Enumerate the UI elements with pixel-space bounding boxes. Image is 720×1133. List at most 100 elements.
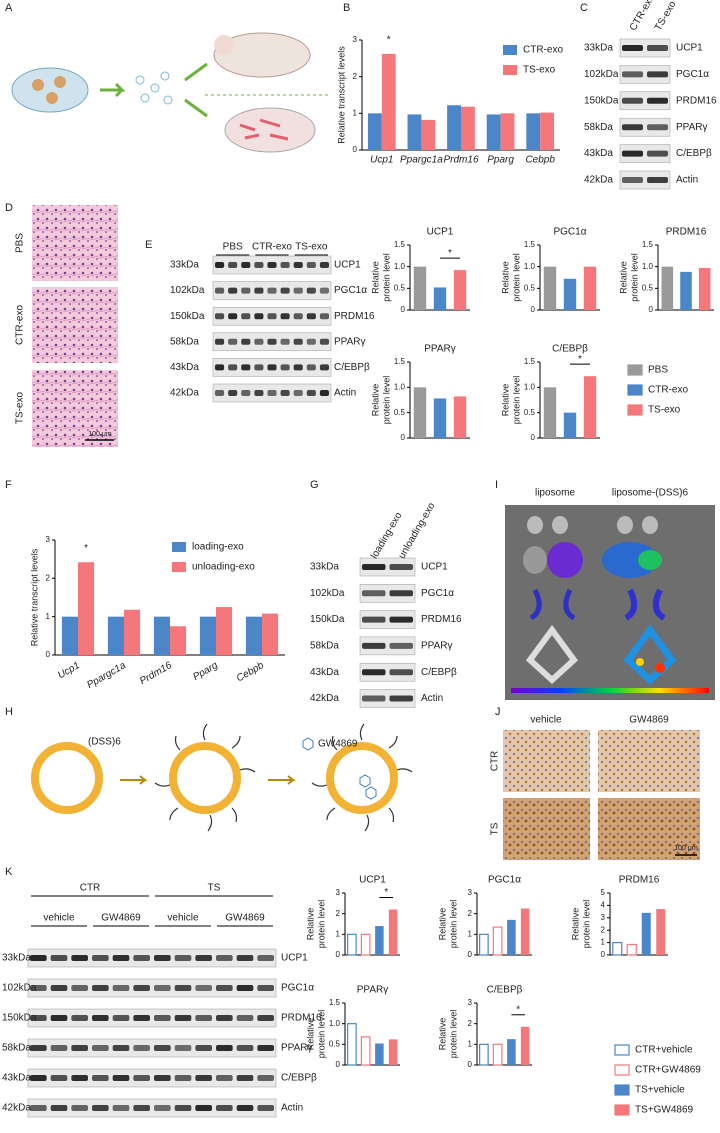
panel-label: E [145,239,152,251]
chart-title: PRDM16 [619,875,660,886]
blot-protein-label: PPARγ [334,336,366,347]
blot-size-label: 150kDa [310,614,345,625]
blot-band [215,364,225,371]
blot-band [30,1045,47,1051]
blot-size-label: 42kDa [2,1103,31,1114]
annotation: * [387,35,391,46]
blot-band [174,1105,192,1111]
x-tick-label: Cebpb [525,155,555,166]
blot-band [622,97,643,104]
blot-band [389,590,413,597]
y-tick-label: 1.0 [524,262,536,271]
blot-protein-label: PRDM16 [676,95,717,106]
blot-subgroup-label: vehicle [43,913,75,924]
blot-band [50,1075,68,1081]
row-label: CTR-exo [15,305,26,345]
y-axis-label: Relative [305,1018,315,1051]
diagram-label: (DSS)6 [88,737,121,748]
bar [367,113,382,150]
bar [375,1043,384,1065]
blot-group-label: PBS [223,242,243,253]
y-tick-label: 1.0 [394,262,406,271]
blot-band [228,364,238,371]
y-axis-label: Relative transcript levels [29,548,39,646]
bar [492,926,503,956]
blot-strip [27,948,277,968]
column-label: GW4869 [629,715,669,726]
chart-title: PGC1α [488,875,521,886]
bar [543,387,557,438]
blot-band [92,985,109,991]
y-tick-label: 3 [468,888,473,897]
blot-band [216,1045,233,1051]
legend-swatch [503,65,517,75]
blot-band [362,564,386,570]
blot-group-label: TS [208,883,221,894]
blot-band [174,1045,192,1051]
blot-band [362,669,386,676]
blot-protein-label: Actin [421,693,443,704]
y-tick-label: 1 [336,929,341,938]
blot-band [228,287,238,294]
y-tick-label: 0.5 [642,283,654,292]
blot-band [280,313,290,320]
bar [433,398,447,438]
blot-band [280,338,290,345]
blot-band [30,985,47,991]
legend-label: TS+vehicle [635,1085,685,1096]
blot-band [236,1015,254,1021]
column-label: vehicle [530,715,562,726]
y-tick-label: 1.5 [642,240,654,249]
y-tick-label: 2 [468,1019,473,1028]
x-tick-label: Prdm16 [138,660,174,687]
blot-band [306,287,316,294]
bar [661,266,674,310]
y-tick-label: 1 [46,612,51,621]
blot-band [254,287,264,294]
blot-band [647,97,668,104]
imaging-image [505,505,715,700]
blot-band [306,364,316,371]
bar [262,613,279,655]
ihc-image [598,798,700,860]
blot-band [319,364,329,371]
bar [61,616,78,655]
blot-band [112,955,130,961]
blot-band [154,1015,171,1021]
blot-protein-label: C/EBPβ [676,148,712,159]
blot-strip [27,1038,277,1058]
y-tick-label: 3 [336,888,341,897]
annotation: * [578,354,582,365]
x-tick-label: Pparg [487,155,514,166]
blot-size-label: 150kDa [2,1013,37,1024]
blot-strip [359,584,416,603]
blot-protein-label: UCP1 [281,953,308,964]
blot-band [267,338,277,345]
blot-band [92,1075,109,1081]
x-tick-label: Ppargc1a [85,660,128,691]
blot-band [215,390,225,396]
y-axis-label: protein level [381,376,391,425]
bar [520,908,530,955]
diagram-label: GW4869 [318,739,358,750]
chart-title: UCP1 [427,227,454,238]
bar [583,376,597,438]
column-label: liposome-(DSS)6 [612,488,689,499]
bar [500,113,515,150]
y-tick-label: 1 [601,938,606,947]
row-label: TS-exo [15,391,26,424]
blot-band [71,955,88,961]
blot-size-label: 42kDa [584,175,613,186]
chart-title: PPARγ [424,344,456,355]
bar [453,396,467,438]
blot-band [228,390,238,396]
bar [347,1023,357,1066]
y-axis-label: protein level [629,253,639,302]
blot-band [306,390,316,396]
blot-size-label: 58kDa [310,641,339,652]
x-tick-label: Ucp1 [370,155,393,166]
blot-protein-label: C/EBPβ [281,1073,317,1084]
bar [479,933,489,956]
legend-label: unloading-exo [192,562,255,573]
